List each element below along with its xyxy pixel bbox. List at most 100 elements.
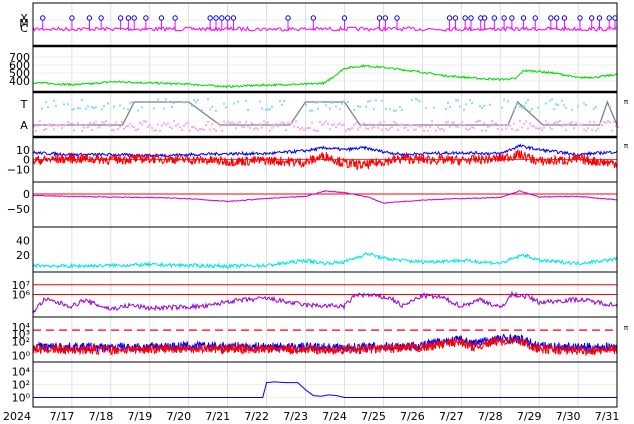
away-sample xyxy=(131,125,133,128)
toward-sample xyxy=(53,99,55,102)
away-sample xyxy=(79,123,81,126)
away-sample xyxy=(371,127,373,130)
toward-sample xyxy=(357,105,359,108)
away-sample xyxy=(397,128,399,131)
away-sample xyxy=(527,127,529,130)
away-sample xyxy=(607,120,609,123)
away-sample xyxy=(547,122,549,125)
flare-marker xyxy=(376,15,383,21)
away-sample xyxy=(277,125,279,128)
away-sample xyxy=(315,129,317,132)
toward-sample xyxy=(455,99,457,102)
away-sample xyxy=(377,126,379,129)
away-sample xyxy=(445,121,447,124)
toward-sample xyxy=(595,105,597,108)
x-tick-label: 7/18 xyxy=(89,410,114,423)
toward-sample xyxy=(373,108,375,111)
toward-sample xyxy=(399,105,401,108)
toward-sample xyxy=(237,100,239,103)
away-sample xyxy=(325,120,327,123)
away-sample xyxy=(287,121,289,124)
toward-sample xyxy=(329,107,331,110)
away-sample xyxy=(597,127,599,130)
away-sample xyxy=(333,123,335,126)
toward-sample xyxy=(197,99,199,102)
away-sample xyxy=(125,125,127,128)
toward-sample xyxy=(261,107,263,110)
toward-sample xyxy=(283,100,285,103)
away-sample xyxy=(319,120,321,123)
away-sample xyxy=(599,122,601,125)
away-sample xyxy=(259,123,261,126)
away-sample xyxy=(247,125,249,128)
flare-marker xyxy=(98,15,104,21)
away-sample xyxy=(111,129,113,132)
away-sample xyxy=(93,122,95,125)
away-sample xyxy=(119,125,121,128)
toward-sample xyxy=(163,107,165,110)
toward-sample xyxy=(41,107,43,110)
toward-sample xyxy=(489,103,491,106)
flare-marker xyxy=(394,15,400,21)
away-sample xyxy=(611,129,613,132)
away-sample xyxy=(97,126,99,129)
away-sample xyxy=(485,129,487,132)
away-sample xyxy=(587,127,589,130)
away-sample xyxy=(211,123,213,126)
toward-sample xyxy=(157,98,159,101)
away-sample xyxy=(161,124,163,127)
toward-sample xyxy=(347,100,349,103)
x-tick-label: 7/17 xyxy=(50,410,75,423)
flare-marker xyxy=(207,15,213,21)
away-sample xyxy=(357,128,359,131)
y-tick-label: 10⁴ xyxy=(12,321,31,334)
right-axis-label: π xyxy=(624,142,629,150)
panel-frames xyxy=(32,2,618,408)
away-sample xyxy=(379,121,381,124)
xray-flux-line xyxy=(32,25,617,33)
away-sample xyxy=(345,129,347,132)
toward-sample xyxy=(63,103,65,106)
toward-sample xyxy=(393,109,395,112)
away-sample xyxy=(123,127,125,130)
toward-sample xyxy=(225,106,227,109)
toward-sample xyxy=(359,105,361,108)
toward-sample xyxy=(529,109,531,112)
toward-sample xyxy=(183,101,185,104)
away-sample xyxy=(409,124,411,127)
flare-marker xyxy=(509,15,515,21)
away-sample xyxy=(541,129,543,132)
away-sample xyxy=(71,122,73,125)
away-sample xyxy=(441,127,443,130)
away-sample xyxy=(337,123,339,126)
away-sample xyxy=(289,122,291,125)
away-sample xyxy=(311,121,313,124)
away-sample xyxy=(245,121,247,124)
flare-marker xyxy=(561,15,568,21)
toward-sample xyxy=(131,101,133,104)
away-sample xyxy=(525,120,527,123)
toward-sample xyxy=(165,98,167,101)
away-sample xyxy=(537,127,539,130)
away-sample xyxy=(239,120,241,123)
away-sample xyxy=(605,121,607,124)
flare-marker xyxy=(230,15,237,21)
away-sample xyxy=(493,123,495,126)
toward-sample xyxy=(79,107,81,110)
toward-sample xyxy=(415,98,417,101)
toward-sample xyxy=(77,106,79,109)
y-tick-label: T xyxy=(20,98,28,111)
away-sample xyxy=(419,125,421,128)
toward-sample xyxy=(95,106,97,109)
kp-line xyxy=(32,251,618,270)
away-sample xyxy=(213,128,215,131)
away-sample xyxy=(321,123,323,126)
away-sample xyxy=(449,125,451,128)
away-sample xyxy=(43,128,45,131)
away-sample xyxy=(291,122,293,125)
y-tick-label: 10³ xyxy=(12,328,30,341)
toward-sample xyxy=(201,109,203,112)
toward-sample xyxy=(353,109,355,112)
away-sample xyxy=(241,125,243,128)
toward-sample xyxy=(401,108,403,111)
